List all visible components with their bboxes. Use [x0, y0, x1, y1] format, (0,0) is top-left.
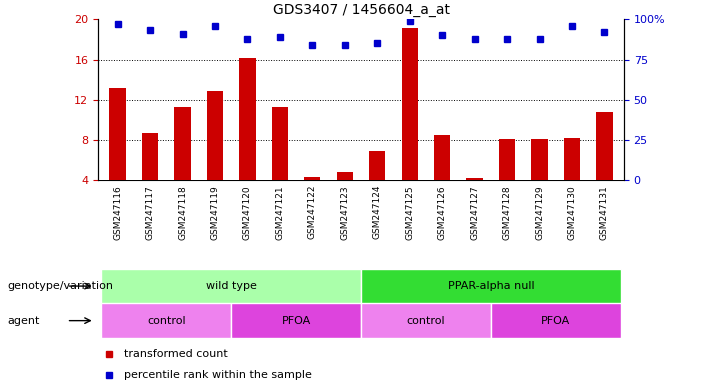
Text: GSM247123: GSM247123: [340, 185, 349, 240]
Bar: [564, 138, 580, 180]
Text: PFOA: PFOA: [541, 316, 571, 326]
Text: PPAR-alpha null: PPAR-alpha null: [447, 281, 534, 291]
Bar: [466, 179, 483, 180]
Text: control: control: [407, 316, 445, 326]
Bar: [597, 112, 613, 180]
Bar: [175, 107, 191, 180]
Text: GSM247117: GSM247117: [146, 185, 154, 240]
Bar: [434, 135, 450, 180]
Text: GSM247125: GSM247125: [405, 185, 414, 240]
Text: agent: agent: [7, 316, 39, 326]
Text: percentile rank within the sample: percentile rank within the sample: [125, 370, 313, 380]
Text: control: control: [147, 316, 186, 326]
Text: GSM247118: GSM247118: [178, 185, 187, 240]
Bar: [102, 303, 231, 338]
Text: GSM247127: GSM247127: [470, 185, 479, 240]
Bar: [361, 269, 620, 303]
Bar: [142, 133, 158, 180]
Text: GSM247129: GSM247129: [535, 185, 544, 240]
Text: GSM247126: GSM247126: [437, 185, 447, 240]
Bar: [239, 58, 256, 180]
Text: wild type: wild type: [206, 281, 257, 291]
Text: GSM247116: GSM247116: [113, 185, 122, 240]
Bar: [361, 303, 491, 338]
Bar: [499, 139, 515, 180]
Text: GSM247124: GSM247124: [373, 185, 382, 239]
Text: genotype/variation: genotype/variation: [7, 281, 113, 291]
Bar: [402, 28, 418, 180]
Text: GSM247120: GSM247120: [243, 185, 252, 240]
Bar: [102, 269, 361, 303]
Bar: [207, 91, 223, 180]
Text: PFOA: PFOA: [282, 316, 311, 326]
Text: GSM247119: GSM247119: [210, 185, 219, 240]
Bar: [272, 107, 288, 180]
Text: GSM247130: GSM247130: [568, 185, 576, 240]
Text: GSM247122: GSM247122: [308, 185, 317, 239]
Bar: [531, 139, 547, 180]
Bar: [491, 303, 620, 338]
Text: transformed count: transformed count: [125, 349, 229, 359]
Bar: [231, 303, 361, 338]
Text: GSM247128: GSM247128: [503, 185, 512, 240]
Title: GDS3407 / 1456604_a_at: GDS3407 / 1456604_a_at: [273, 3, 449, 17]
Bar: [109, 88, 125, 180]
Bar: [304, 177, 320, 180]
Bar: [369, 151, 386, 180]
Bar: [336, 172, 353, 180]
Text: GSM247131: GSM247131: [600, 185, 609, 240]
Text: GSM247121: GSM247121: [275, 185, 285, 240]
